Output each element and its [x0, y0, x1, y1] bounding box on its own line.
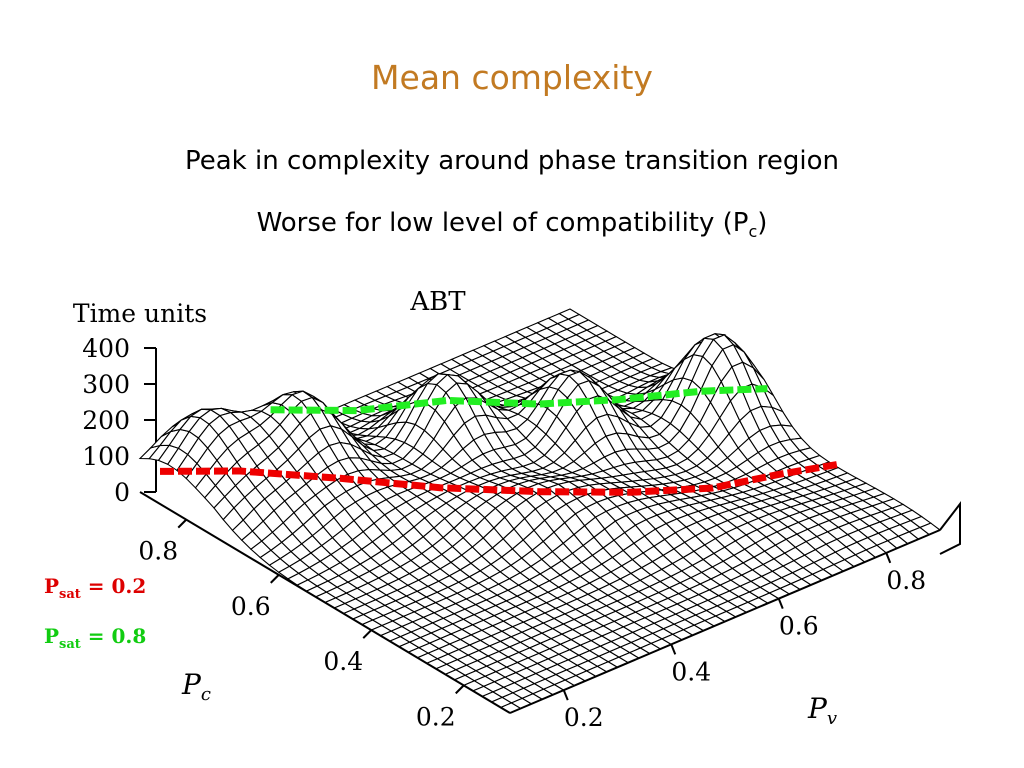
legend-psat-08: Psat = 0.8: [44, 624, 146, 652]
y-tick-mark: [270, 574, 280, 584]
x-tick-mark: [562, 689, 569, 701]
series-lines: [159, 385, 838, 496]
y-axis-ticks: 0.8 0.6 0.4 0.2: [138, 518, 465, 731]
series-line-0: [159, 461, 838, 496]
chart-title: ABT: [409, 287, 466, 317]
y-tick-mark: [177, 518, 187, 529]
bullet-compatibility-subscript: c: [748, 222, 758, 242]
x-axis-label: Pv: [807, 692, 837, 729]
pv-axis-line: [509, 529, 941, 714]
y-tick-mark: [362, 629, 372, 639]
z-tick-label: 300: [82, 370, 130, 399]
legend-psat-08-label: P: [44, 624, 60, 648]
x-axis-label-sub: v: [827, 708, 837, 729]
z-axis-label: Time units: [73, 299, 207, 328]
x-tick-mark: [670, 644, 677, 655]
axis-frame: [139, 491, 961, 714]
bullet-compatibility-text: Worse for low level of compatibility (P: [256, 208, 749, 238]
x-tick-label: 0.2: [564, 703, 604, 732]
surface-mesh: [138, 308, 942, 714]
y-tick-label: 0.6: [231, 592, 271, 621]
bullet-compatibility: Worse for low level of compatibility (Pc…: [0, 208, 1024, 241]
right-frame-edge: [939, 501, 961, 555]
z-tick-label: 0: [114, 478, 130, 507]
x-tick-label: 0.6: [779, 612, 819, 641]
legend-psat-08-value: = 0.8: [80, 624, 147, 648]
x-tick-mark: [777, 598, 784, 609]
x-tick-label: 0.8: [886, 566, 926, 595]
bullet-compatibility-end: ): [757, 208, 768, 238]
y-tick-label: 0.2: [416, 702, 456, 731]
bullet-peak-complexity: Peak in complexity around phase transiti…: [185, 146, 839, 176]
z-tick-label: 400: [82, 334, 130, 363]
y-tick-label: 0.4: [323, 647, 363, 676]
z-axis-ticks: 400 300 200 100 0: [82, 334, 157, 507]
z-tick-label: 200: [82, 406, 130, 435]
y-tick-mark: [455, 684, 465, 695]
legend-psat-08-sub: sat: [59, 637, 81, 652]
legend-psat-02: Psat = 0.2: [44, 574, 146, 602]
slide-title: Mean complexity: [371, 58, 653, 97]
x-tick-mark: [885, 552, 892, 564]
x-tick-label: 0.4: [671, 657, 711, 686]
z-tick-label: 100: [82, 442, 130, 471]
y-tick-label: 0.8: [138, 537, 178, 566]
y-axis-label: Pc: [181, 668, 211, 705]
legend-psat-02-value: = 0.2: [80, 574, 147, 598]
y-axis-label-sub: c: [201, 684, 211, 705]
legend-psat-02-label: P: [44, 574, 60, 598]
pc-axis-line: [139, 491, 511, 714]
x-axis-ticks: 0.2 0.4 0.6 0.8: [562, 552, 926, 732]
legend-psat-02-sub: sat: [59, 587, 81, 602]
